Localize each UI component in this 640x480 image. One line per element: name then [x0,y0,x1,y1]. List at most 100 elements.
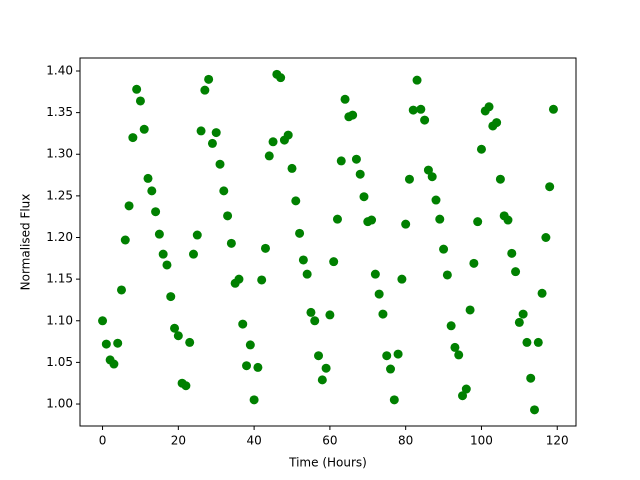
x-tick-label: 120 [546,434,569,448]
point [393,349,403,359]
point [511,267,521,277]
point [223,211,233,221]
point [196,126,206,136]
point [336,156,346,166]
point [139,124,149,134]
point [416,104,426,114]
point [420,115,430,125]
point [412,75,422,85]
point [401,219,411,229]
point [329,257,339,267]
point [253,362,263,372]
x-tick-label: 80 [398,434,413,448]
point [166,292,176,302]
point [260,243,270,253]
x-axis-label: Time (Hours) [288,456,367,470]
point [215,159,225,169]
point [537,288,547,298]
y-tick-label: 1.35 [46,105,73,119]
point [423,165,433,175]
point [408,105,418,115]
point [162,260,172,270]
y-tick-label: 1.15 [46,272,73,286]
point [124,201,134,211]
point [522,337,532,347]
point [495,174,505,184]
point [128,133,138,143]
point [291,196,301,206]
point [473,217,483,227]
point [386,364,396,374]
point [211,128,221,138]
point [431,195,441,205]
point [298,255,308,265]
point [367,215,377,225]
plot-frame [79,57,577,427]
point [446,321,456,331]
point [514,317,524,327]
point [120,235,130,245]
point [101,339,111,349]
point [378,309,388,319]
point [147,186,157,196]
point [332,214,342,224]
point [548,104,558,114]
point [507,248,517,258]
x-tick-label: 60 [322,434,337,448]
point [397,274,407,284]
point [132,84,142,94]
point [325,310,335,320]
y-tick-label: 1.05 [46,355,73,369]
point [484,102,494,112]
y-axis-label: Normalised Flux [19,194,33,291]
point [370,269,380,279]
point [317,375,327,385]
point [302,269,312,279]
point [458,391,468,401]
point [321,363,331,373]
point [355,169,365,179]
y-tick-label: 1.40 [46,63,73,77]
point [435,214,445,224]
point [135,96,145,106]
point [245,340,255,350]
y-tick-label: 1.30 [46,147,73,161]
point [351,154,361,164]
point [541,233,551,243]
point [219,186,229,196]
point [503,215,513,225]
point [306,307,316,317]
point [185,337,195,347]
point [545,182,555,192]
point [348,110,358,120]
point [310,316,320,326]
point [181,381,191,391]
point [249,395,259,405]
point [374,289,384,299]
point [454,350,464,360]
point [526,373,536,383]
point [439,244,449,254]
point [154,229,164,239]
point [204,74,214,84]
y-tick-label: 1.00 [46,397,73,411]
x-tick-label: 100 [470,434,493,448]
point [518,309,528,319]
point [207,138,217,148]
y-tick-label: 1.20 [46,230,73,244]
point [442,270,452,280]
point [469,258,479,268]
point [295,228,305,238]
point [257,275,267,285]
point [476,144,486,154]
point [151,207,161,217]
point [173,331,183,341]
point [264,151,274,161]
point [283,130,293,140]
point [268,137,278,147]
point [116,285,126,295]
point [170,323,180,333]
point [533,337,543,347]
point [287,163,297,173]
